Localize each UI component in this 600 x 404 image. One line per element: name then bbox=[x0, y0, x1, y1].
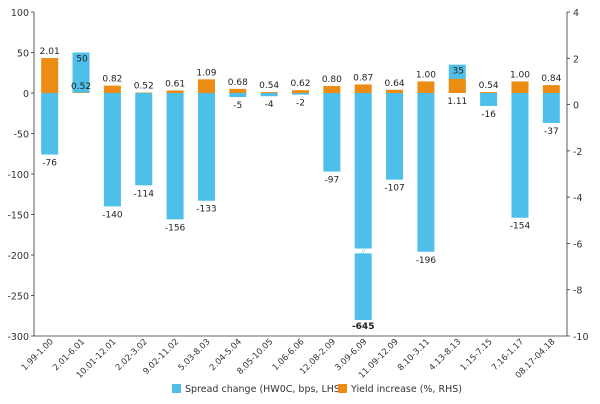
yield-bar bbox=[229, 88, 247, 93]
legend-label: Spread change (HW0C, bps, LHS) bbox=[185, 384, 344, 395]
spread-bar bbox=[41, 93, 59, 155]
yield-data-label: 0.84 bbox=[541, 74, 561, 84]
yield-bar bbox=[417, 81, 435, 93]
yield-bar bbox=[480, 92, 498, 93]
yield-data-label: 0.61 bbox=[165, 79, 185, 89]
yield-bar bbox=[386, 89, 404, 93]
yield-data-label: 2.01 bbox=[40, 47, 60, 57]
yield-bar bbox=[197, 79, 215, 93]
yield-data-label: 0.82 bbox=[102, 75, 122, 85]
spread-data-label: -76 bbox=[42, 159, 57, 169]
spread-bar bbox=[542, 93, 560, 123]
spread-data-label: -97 bbox=[325, 176, 340, 186]
yield-bar bbox=[103, 85, 121, 93]
left-tick-label: 0 bbox=[23, 89, 29, 100]
right-tick-label: -2 bbox=[573, 147, 582, 158]
spread-bar bbox=[511, 93, 529, 218]
left-tick-label: -50 bbox=[13, 130, 29, 141]
spread-data-label: -114 bbox=[134, 189, 155, 199]
spread-bar bbox=[386, 93, 404, 180]
spread-bar bbox=[354, 93, 372, 249]
yield-data-label: 0.54 bbox=[479, 81, 499, 91]
spread-bar bbox=[260, 93, 278, 97]
yield-bar bbox=[511, 81, 529, 93]
yield-data-label: 0.64 bbox=[385, 79, 405, 89]
spread-data-label: -645 bbox=[352, 322, 375, 332]
yield-data-label: 1.00 bbox=[510, 70, 530, 80]
x-tick-label: 5.03-8.03 bbox=[177, 337, 213, 373]
data-labels: -76 2.01 50 0.52 -140 0.82 -114 0.52 -156 0.61 -13… bbox=[40, 47, 562, 332]
yield-bar bbox=[354, 84, 372, 93]
yield-data-label: 0.87 bbox=[353, 73, 373, 83]
right-tick-label: 4 bbox=[573, 8, 579, 19]
spread-data-label: -4 bbox=[265, 100, 274, 110]
yield-bar bbox=[448, 78, 466, 93]
yield-data-label: 1.11 bbox=[447, 97, 467, 107]
bars: // bbox=[41, 52, 560, 320]
spread-bar bbox=[292, 93, 309, 95]
yield-bar bbox=[292, 90, 309, 93]
right-tick-label: 2 bbox=[573, 54, 579, 65]
left-tick-label: 50 bbox=[17, 49, 29, 60]
left-tick-label: 100 bbox=[11, 8, 29, 19]
x-tick-label: 8.10-3.11 bbox=[396, 337, 432, 373]
yield-bar bbox=[542, 85, 560, 93]
spread-data-label: -2 bbox=[296, 99, 305, 109]
x-tick-label: 1.15-7.15 bbox=[459, 337, 495, 373]
yield-data-label: 1.09 bbox=[196, 68, 216, 78]
right-tick-label: -10 bbox=[573, 332, 589, 343]
yield-bar bbox=[323, 86, 341, 93]
spread-data-label: 50 bbox=[76, 55, 88, 65]
yield-data-label: 0.54 bbox=[259, 81, 279, 91]
legend-swatch bbox=[172, 384, 181, 393]
legend: Spread change (HW0C, bps, LHS) Yield incr… bbox=[172, 384, 462, 395]
left-tick-label: -150 bbox=[7, 211, 29, 222]
yield-bar bbox=[41, 58, 59, 93]
spread-bar bbox=[103, 93, 121, 207]
spread-data-label: -37 bbox=[544, 127, 559, 137]
legend-swatch bbox=[338, 384, 347, 393]
spread-data-label: -196 bbox=[416, 256, 437, 266]
x-tick-labels: 1.99-1.002.01-6.0110.01-12.012.02-3.029.… bbox=[20, 337, 558, 381]
spread-data-label: -107 bbox=[384, 184, 404, 194]
spread-data-label: -156 bbox=[165, 223, 186, 233]
spread-bar bbox=[323, 93, 341, 172]
left-tick-label: -200 bbox=[7, 251, 29, 262]
left-tick-label: -250 bbox=[7, 292, 29, 303]
spread-data-label: -133 bbox=[196, 205, 216, 215]
spread-bar bbox=[72, 52, 90, 93]
right-tick-label: -4 bbox=[573, 193, 582, 204]
spread-bar bbox=[197, 93, 215, 201]
yield-data-label: 1.00 bbox=[416, 70, 436, 80]
x-tick-label: 4.13-8.13 bbox=[427, 337, 463, 373]
right-tick-label: 0 bbox=[573, 101, 579, 112]
spread-bar bbox=[480, 93, 498, 106]
right-tick-label: -8 bbox=[573, 286, 582, 297]
spread-bar bbox=[417, 93, 435, 252]
yield-data-label: 0.62 bbox=[290, 79, 310, 89]
spread-data-label: 35 bbox=[453, 67, 464, 77]
spread-data-label: -5 bbox=[233, 101, 242, 111]
spread-bar bbox=[166, 93, 184, 220]
spread-data-label: -16 bbox=[481, 110, 496, 120]
axes: 100500-50-100-150-200-250-300420-2-4-6-8… bbox=[7, 8, 588, 343]
yield-data-label: 0.52 bbox=[71, 82, 91, 92]
spread-data-label: -154 bbox=[510, 222, 531, 232]
spread-bar bbox=[229, 93, 247, 98]
yield-bar bbox=[166, 90, 184, 93]
yield-data-label: 0.68 bbox=[228, 78, 248, 88]
left-tick-label: -300 bbox=[7, 332, 29, 343]
spread-data-label: -140 bbox=[102, 210, 123, 220]
legend-label: Yield increase (%, RHS) bbox=[350, 384, 462, 395]
yield-data-label: 0.52 bbox=[134, 82, 154, 92]
right-tick-label: -6 bbox=[573, 239, 582, 250]
yield-bar bbox=[260, 92, 278, 93]
left-tick-label: -100 bbox=[7, 170, 29, 181]
axis-break-mark: // bbox=[362, 249, 366, 255]
spread-bar bbox=[135, 93, 153, 186]
spread-bar-lower-segment bbox=[354, 253, 372, 320]
yield-data-label: 0.80 bbox=[322, 75, 342, 85]
